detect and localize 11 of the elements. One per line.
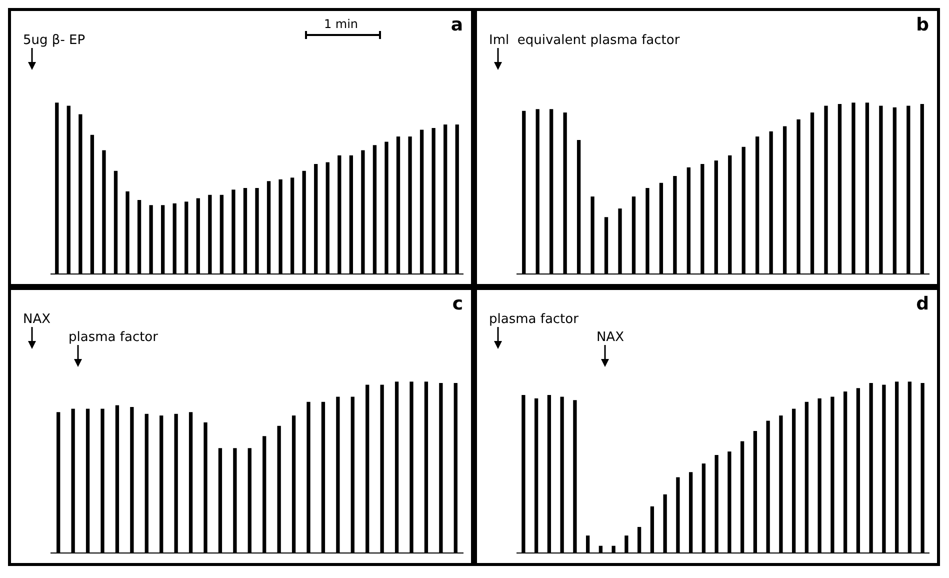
text: 5ug β- EP bbox=[23, 33, 86, 48]
chart-title: b bbox=[916, 14, 930, 36]
text: NAX bbox=[23, 312, 51, 327]
text: NAX bbox=[596, 330, 624, 345]
text: plasma factor bbox=[489, 312, 578, 327]
chart-title: d bbox=[916, 293, 929, 314]
text: Iml equivalent plasma factor bbox=[489, 33, 680, 48]
chart-title: c bbox=[452, 293, 463, 314]
text: plasma factor bbox=[68, 330, 158, 345]
chart-title: a bbox=[450, 14, 463, 36]
chart-subtitle: 1 min bbox=[322, 17, 360, 31]
